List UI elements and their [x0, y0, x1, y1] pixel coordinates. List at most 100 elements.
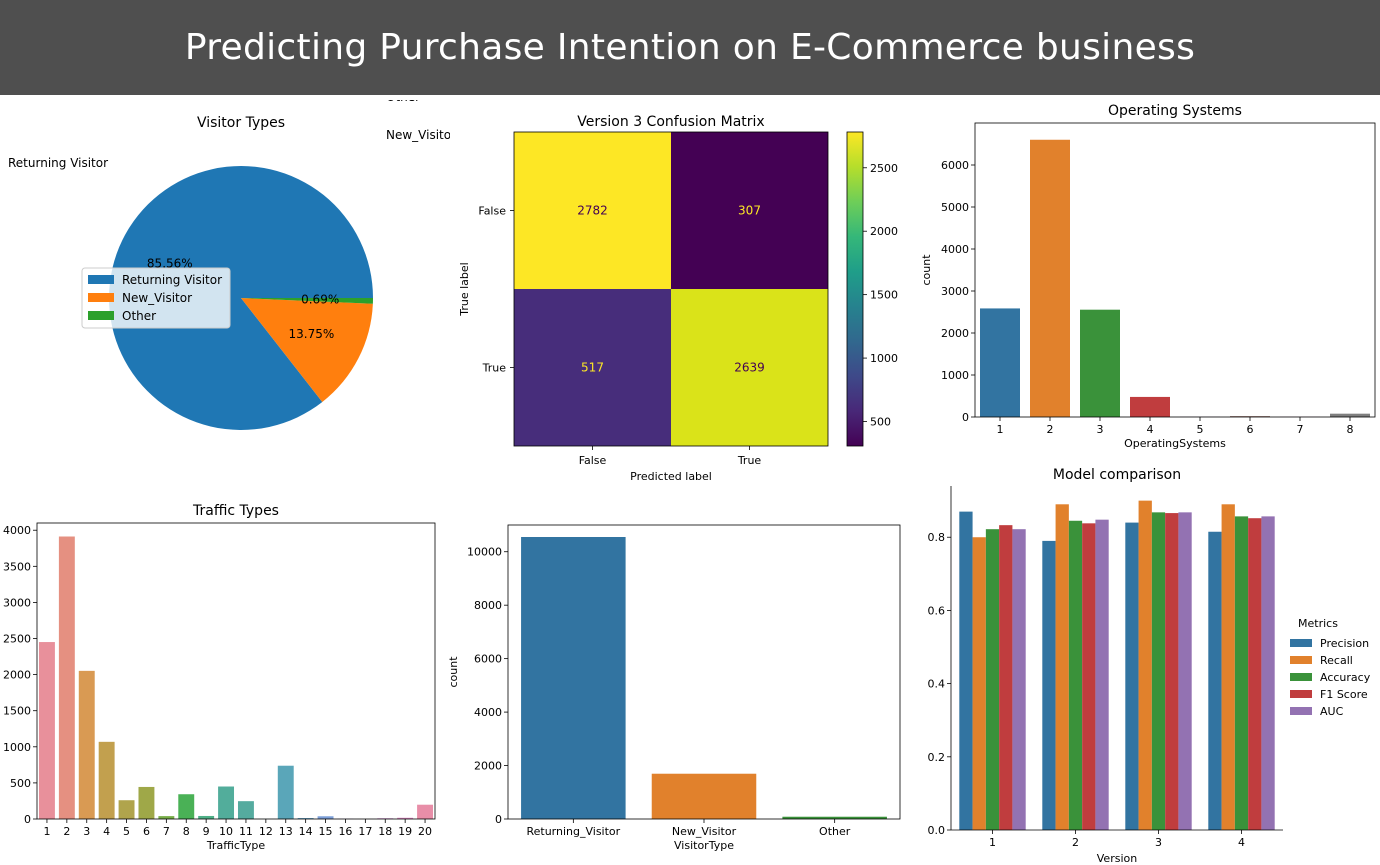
- colorbar-tick-label: 1000: [870, 352, 898, 365]
- bar-8: [1330, 413, 1370, 417]
- x-tick-label: 14: [299, 825, 313, 838]
- chart-title: Model comparison: [1053, 467, 1181, 483]
- x-tick-label: 18: [378, 825, 392, 838]
- y-tick-label: 3000: [941, 285, 969, 298]
- y-tick-label: 6000: [474, 653, 502, 666]
- pie-slice-label: Other: [386, 100, 420, 104]
- y-tick-label: 4000: [474, 706, 502, 719]
- x-tick-label: 12: [259, 825, 273, 838]
- x-tick-label: 13: [279, 825, 293, 838]
- matrix-cell: [514, 289, 671, 446]
- legend-entry: Other: [122, 309, 156, 323]
- bar-accuracy-v3: [1151, 512, 1166, 830]
- x-tick-label: 1: [989, 836, 996, 849]
- y-tick-label: 0.2: [928, 751, 946, 764]
- x-tick-label: False: [579, 454, 607, 467]
- x-tick-label: 1: [43, 825, 50, 838]
- y-tick-label: False: [478, 205, 506, 218]
- chart-title: Operating Systems: [1108, 103, 1242, 119]
- bar-auc-v1: [1012, 529, 1026, 830]
- operating-systems-chart: Operating Systems 0 1000 2000 3000 4000 5000 60…: [920, 103, 1376, 450]
- legend-swatch: [88, 311, 114, 320]
- y-tick-label: 0.6: [928, 604, 946, 617]
- chart-title: Version 3 Confusion Matrix: [577, 114, 764, 130]
- bar-recall-v2: [1055, 504, 1069, 830]
- bar-1: [980, 308, 1020, 417]
- x-tick-label: Returning_Visitor: [526, 825, 620, 838]
- chart-title: Traffic Types: [192, 503, 279, 519]
- colorbar-tick-label: 1500: [870, 289, 898, 302]
- x-tick-label: 3: [1155, 836, 1162, 849]
- x-tick-label: Other: [819, 825, 851, 838]
- x-tick-label: 6: [1247, 423, 1254, 436]
- legend-swatch: [88, 293, 114, 302]
- y-tick-label: 2000: [3, 669, 31, 682]
- x-tick-label: 4: [1147, 423, 1154, 436]
- bar-recall-v1: [972, 537, 986, 830]
- chart-title: Visitor Types: [197, 115, 285, 131]
- x-tick-label: 3: [83, 825, 90, 838]
- legend-swatch: [88, 275, 114, 284]
- bar-4: [98, 741, 115, 819]
- y-tick-label: 0.8: [928, 531, 946, 544]
- bar-auc-v3: [1178, 512, 1192, 830]
- y-axis-label: count: [920, 254, 933, 286]
- legend-entry: Precision: [1320, 637, 1369, 650]
- y-tick-label: 10000: [467, 546, 502, 559]
- x-tick-label: 16: [338, 825, 352, 838]
- confusion-matrix-chart: Version 3 Confusion Matrix 2782 307 517 2639…: [458, 114, 898, 483]
- pie-slice-new_visitor: [241, 298, 373, 402]
- x-tick-label: 15: [319, 825, 333, 838]
- bar-19: [397, 817, 414, 819]
- y-tick-label: 3000: [3, 596, 31, 609]
- bar-5: [118, 800, 135, 819]
- bar-accuracy-v1: [985, 529, 1000, 830]
- plot-frame: [513, 131, 829, 447]
- bar-2: [58, 536, 75, 819]
- x-axis-label: VisitorType: [674, 839, 734, 852]
- visitor-types-pie-chart: Visitor Types 85.56% Returning Visitor 13.7…: [8, 100, 450, 431]
- legend-box: [81, 267, 231, 329]
- bar-1: [38, 642, 55, 819]
- pie-slice-other: [241, 298, 373, 304]
- cell-value: 307: [738, 204, 761, 218]
- bar-7: [158, 816, 175, 819]
- bar-precision-v4: [1208, 531, 1222, 830]
- pie-slice-label: Returning Visitor: [8, 156, 108, 170]
- pie-pct-label: 13.75%: [289, 327, 335, 341]
- y-tick-label: 4000: [941, 243, 969, 256]
- x-tick-label: 8: [183, 825, 190, 838]
- bar-accuracy-v4: [1234, 516, 1249, 830]
- x-tick-label: 11: [239, 825, 253, 838]
- y-tick-label: 3500: [3, 560, 31, 573]
- y-tick-label: 1000: [3, 741, 31, 754]
- pie-pct-label: 85.56%: [147, 256, 193, 270]
- x-tick-label: 5: [123, 825, 130, 838]
- x-tick-label: 9: [203, 825, 210, 838]
- bar-precision-v1: [959, 511, 973, 830]
- y-tick-label: 0: [962, 411, 969, 424]
- y-tick-label: True: [482, 362, 507, 375]
- pie-slice-returning-visitor: [109, 166, 374, 431]
- y-tick-label: 6000: [941, 159, 969, 172]
- y-axis-label: True label: [458, 262, 471, 316]
- y-tick-label: 500: [10, 777, 31, 790]
- legend-swatch: [1290, 690, 1312, 698]
- visitor-type-count-chart: 0 2000 4000 6000 8000 10000 Returning_Visitor N…: [447, 524, 901, 852]
- legend-entry: Accuracy: [1320, 671, 1371, 684]
- bar-precision-v2: [1042, 540, 1056, 830]
- x-axis-label: TrafficType: [206, 839, 266, 852]
- y-tick-label: 0: [24, 813, 31, 826]
- bar-3: [78, 670, 95, 819]
- bar-Other: [782, 816, 887, 819]
- legend-entry: AUC: [1320, 705, 1344, 718]
- legend-entry: New_Visitor: [122, 291, 192, 305]
- y-tick-label: 2000: [474, 760, 502, 773]
- x-tick-label: 5: [1197, 423, 1204, 436]
- bar-13: [277, 765, 294, 819]
- y-tick-label: 0.4: [928, 678, 946, 691]
- bar-f1-score-v3: [1165, 513, 1179, 830]
- legend-swatch: [1290, 673, 1312, 681]
- bar-precision-v3: [1125, 522, 1139, 830]
- matrix-cell: [514, 132, 671, 289]
